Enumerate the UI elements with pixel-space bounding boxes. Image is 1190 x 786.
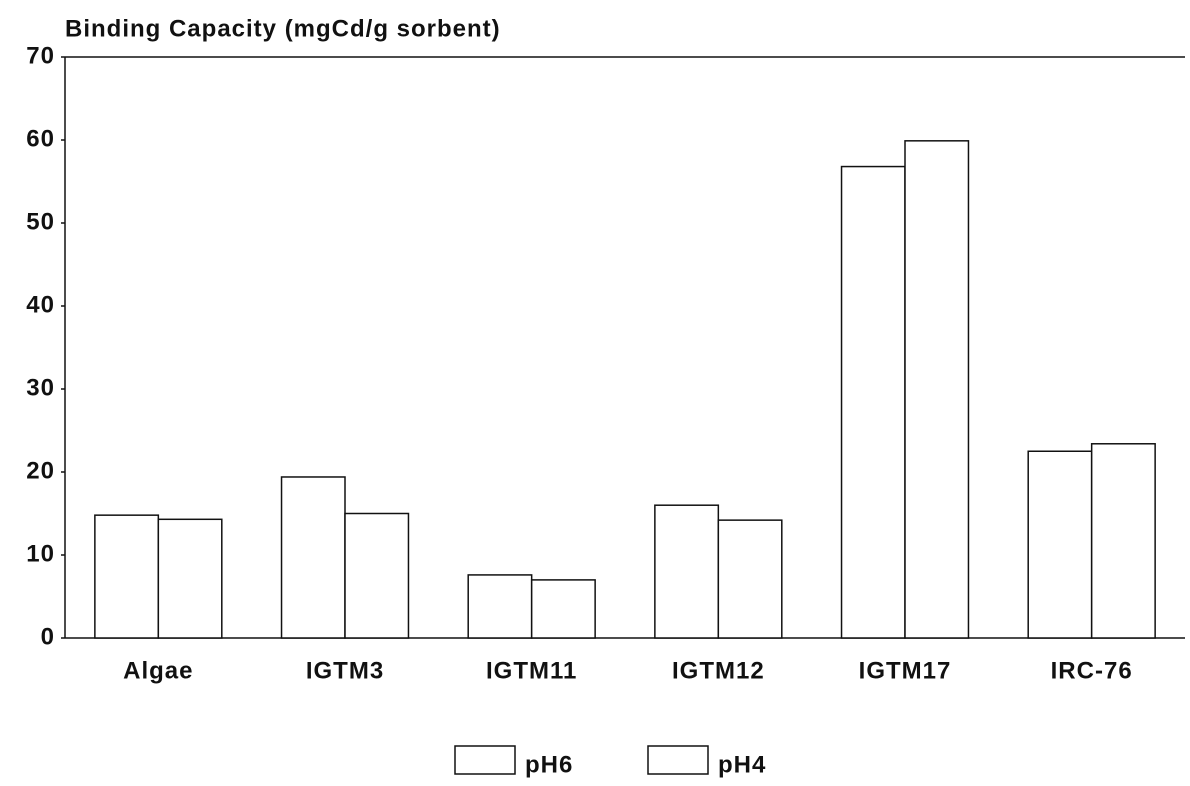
bar xyxy=(1027,450,1093,639)
x-tick-label: Algae xyxy=(123,657,193,684)
bar xyxy=(280,476,346,639)
bar xyxy=(157,518,223,639)
y-tick-label: 70 xyxy=(26,42,55,69)
bar xyxy=(530,579,596,639)
bar xyxy=(94,514,160,639)
y-tick-label: 60 xyxy=(26,125,55,152)
chart-title: Binding Capacity (mgCd/g sorbent) xyxy=(65,15,501,42)
x-tick-label: IGTM3 xyxy=(306,657,384,684)
bar xyxy=(1090,443,1156,639)
y-tick-label: 10 xyxy=(26,540,55,567)
y-tick-label: 30 xyxy=(26,374,55,401)
y-tick-label: 0 xyxy=(41,623,55,650)
legend-label: pH6 xyxy=(525,751,573,778)
legend-swatch xyxy=(647,745,709,775)
x-tick-label: IGTM17 xyxy=(859,657,952,684)
y-tick-label: 50 xyxy=(26,208,55,235)
bar xyxy=(904,140,970,639)
bar xyxy=(344,512,410,639)
bar xyxy=(654,504,720,639)
x-tick-label: IGTM12 xyxy=(672,657,765,684)
bar xyxy=(467,574,533,639)
legend-label: pH4 xyxy=(718,751,766,778)
bar xyxy=(717,519,783,639)
bar xyxy=(840,165,906,639)
x-tick-label: IRC-76 xyxy=(1051,657,1133,684)
y-tick-label: 20 xyxy=(26,457,55,484)
legend-swatch xyxy=(454,745,516,775)
y-tick-label: 40 xyxy=(26,291,55,318)
x-tick-label: IGTM11 xyxy=(486,657,577,684)
